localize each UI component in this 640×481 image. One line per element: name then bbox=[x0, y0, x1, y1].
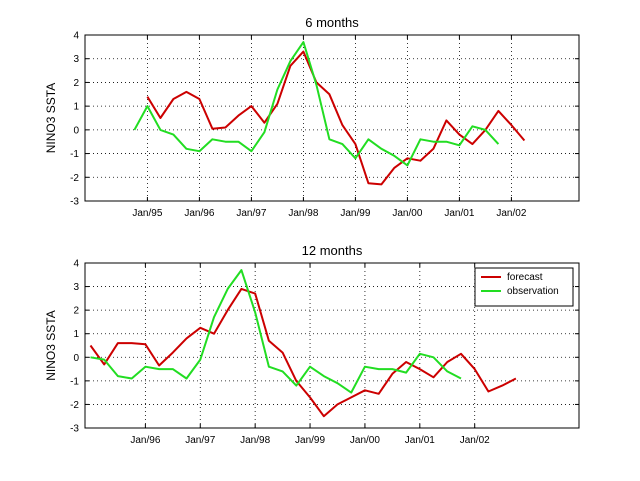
series-line-forecast bbox=[89, 287, 517, 418]
x-tick-label: Jan/02 bbox=[496, 208, 526, 219]
series-line-observation bbox=[90, 269, 462, 394]
y-tick-label: 2 bbox=[73, 306, 79, 317]
y-tick-label: 0 bbox=[73, 353, 79, 364]
x-tick-label: Jan/98 bbox=[288, 208, 318, 219]
y-tick-label: -3 bbox=[70, 424, 79, 435]
y-tick-label: 3 bbox=[73, 282, 79, 293]
chart-panel-2: 12 months -3 -2 -1 0 1 2 3 4 Jan/96 Jan/97 Jan/98 Ja… bbox=[44, 243, 580, 446]
chart-title: 6 months bbox=[305, 15, 359, 30]
plot-frame bbox=[84, 262, 580, 429]
x-tick-label: Jan/00 bbox=[392, 208, 422, 219]
x-tick-label: Jan/00 bbox=[350, 435, 380, 446]
legend-box bbox=[474, 267, 574, 307]
legend-label-observation: observation bbox=[507, 286, 559, 297]
x-tick-label: Jan/96 bbox=[184, 208, 214, 219]
y-tick-label: 1 bbox=[73, 329, 79, 340]
series-line-series-2 bbox=[133, 41, 500, 167]
y-tick-label: -3 bbox=[70, 197, 79, 208]
y-tick-label: 0 bbox=[73, 125, 79, 136]
x-tick-label: Jan/95 bbox=[132, 208, 162, 219]
x-tick-label: Jan/97 bbox=[236, 208, 266, 219]
x-tick-label: Jan/01 bbox=[405, 435, 435, 446]
y-tick-label: -2 bbox=[70, 173, 79, 184]
chart-panel-1: 6 months -3 -2 -1 0 1 2 3 4 Jan/95 Jan/96 Jan/97 Jan… bbox=[44, 15, 580, 219]
x-tick-label: Jan/01 bbox=[444, 208, 474, 219]
x-tick-label: Jan/97 bbox=[185, 435, 215, 446]
y-tick-label: 3 bbox=[73, 54, 79, 65]
y-tick-label: 4 bbox=[73, 259, 79, 270]
x-tick-label: Jan/99 bbox=[295, 435, 325, 446]
y-axis-label: NINO3 SSTA bbox=[44, 83, 58, 153]
series-line-series-1 bbox=[146, 50, 526, 186]
x-tick-label: Jan/98 bbox=[240, 435, 270, 446]
legend-label-forecast: forecast bbox=[507, 272, 543, 283]
x-tick-label: Jan/02 bbox=[460, 435, 490, 446]
legend: forecast observation bbox=[474, 267, 574, 307]
y-tick-label: -1 bbox=[70, 149, 79, 160]
chart-title: 12 months bbox=[302, 243, 363, 258]
y-axis-label: NINO3 SSTA bbox=[44, 310, 58, 380]
plot-frame bbox=[84, 34, 580, 202]
y-tick-label: -1 bbox=[70, 376, 79, 387]
x-tick-label: Jan/99 bbox=[340, 208, 370, 219]
x-tick-label: Jan/96 bbox=[130, 435, 160, 446]
y-tick-label: -2 bbox=[70, 400, 79, 411]
y-tick-label: 2 bbox=[73, 78, 79, 89]
y-tick-label: 1 bbox=[73, 102, 79, 113]
y-tick-label: 4 bbox=[73, 31, 79, 42]
